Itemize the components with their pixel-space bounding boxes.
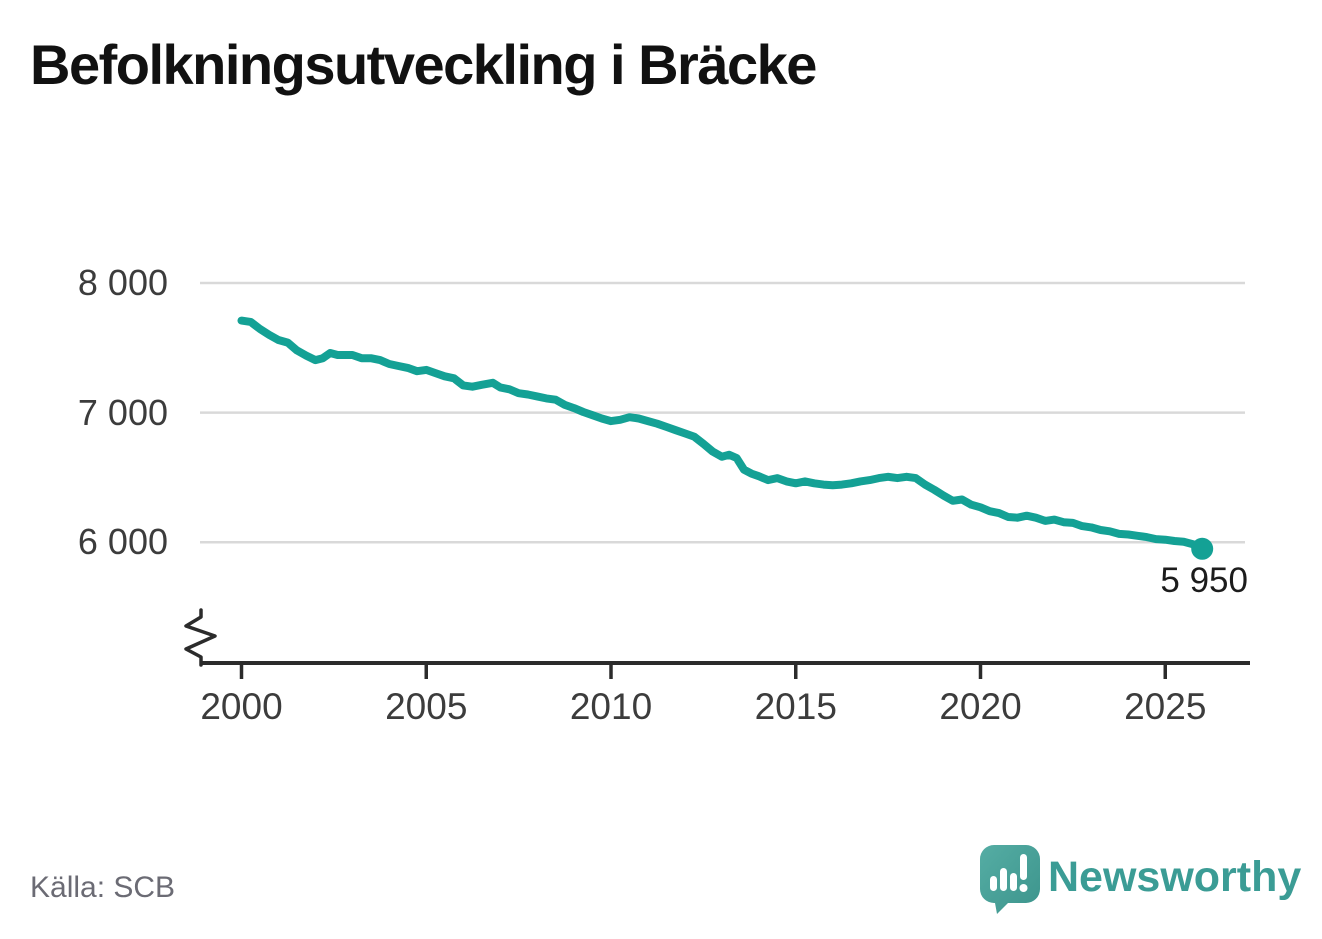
x-axis-label-2015: 2015 [754, 686, 837, 727]
x-axis-label-2025: 2025 [1124, 686, 1207, 727]
newsworthy-logo[interactable]: Newsworthy [980, 845, 1301, 915]
end-point-dot [1191, 537, 1214, 560]
newsworthy-wordmark: Newsworthy [1048, 853, 1302, 901]
y-axis-break-icon [184, 608, 217, 667]
y-axis-label-6000: 6 000 [77, 521, 168, 563]
x-axis-label-2000: 2000 [200, 686, 283, 727]
x-axis-label-2010: 2010 [569, 686, 653, 727]
page-title: Befolkningsutveckling i Bräcke [30, 33, 817, 96]
y-axis-label-8000: 8 000 [77, 262, 168, 303]
y-axis-label-7000: 7 000 [77, 391, 168, 433]
x-axis-label-2005: 2005 [385, 686, 468, 727]
newsworthy-speech-bubble-bar-chart-icon [980, 845, 1040, 914]
end-value-label: 5 950 [1160, 560, 1248, 600]
x-axis-label-2020: 2020 [939, 686, 1022, 727]
population-line [237, 316, 1207, 553]
source-label: Källa: SCB [30, 871, 176, 904]
